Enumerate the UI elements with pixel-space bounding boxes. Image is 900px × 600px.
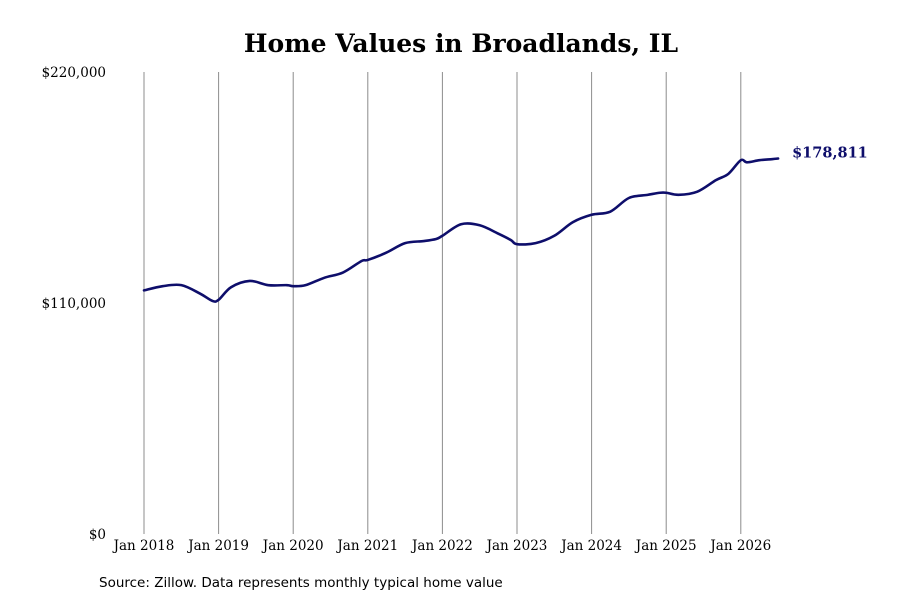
y-tick-label: $220,000 — [42, 65, 106, 81]
x-tick-label: Jan 2025 — [634, 538, 697, 554]
x-tick-label: Jan 2020 — [261, 538, 324, 554]
x-tick-label: Jan 2026 — [708, 538, 771, 554]
y-axis-tick-labels: $220,000 $110,000 $0 — [42, 65, 106, 543]
x-tick-label: Jan 2024 — [559, 538, 622, 554]
x-axis-tick-labels: Jan 2018 Jan 2019 Jan 2020 Jan 2021 Jan 2022… — [112, 538, 772, 554]
x-tick-label: Jan 2019 — [186, 538, 249, 554]
chart-title: Home Values in Broadlands, IL — [244, 29, 679, 58]
gridlines — [143, 72, 742, 534]
x-tick-label: Jan 2022 — [410, 538, 473, 554]
end-value-label: $178,811 — [792, 144, 868, 161]
source-note: Source: Zillow. Data represents monthly … — [99, 575, 503, 591]
y-tick-label: $0 — [89, 527, 106, 543]
home-value-line — [142, 157, 780, 303]
x-tick-label: Jan 2021 — [335, 538, 398, 554]
x-tick-label: Jan 2018 — [112, 538, 175, 554]
y-tick-label: $110,000 — [42, 296, 106, 312]
x-tick-label: Jan 2023 — [485, 538, 548, 554]
